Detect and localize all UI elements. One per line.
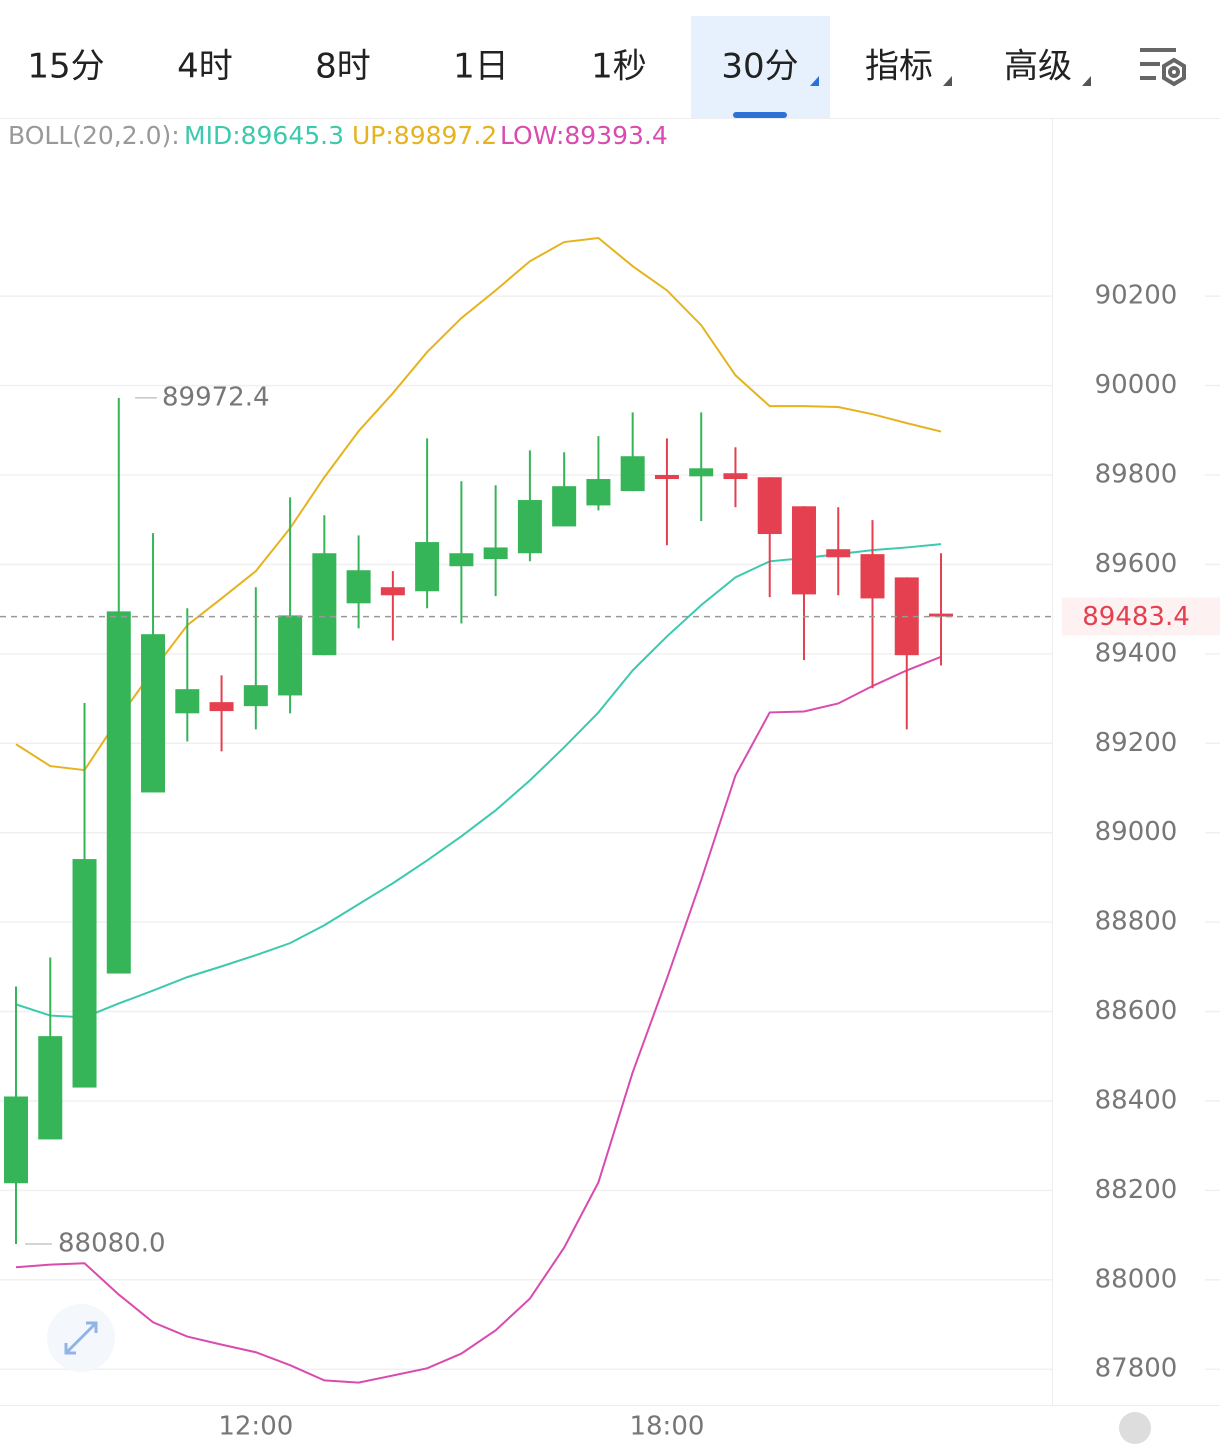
candle-body	[4, 1096, 28, 1184]
tab[interactable]: 高级	[1004, 47, 1072, 87]
tab[interactable]: 30分	[721, 47, 798, 87]
indicator-label: BOLL(20,2.0):	[8, 121, 180, 150]
legend-entry: UP:89897.2	[352, 121, 497, 150]
indicator-line	[15, 655, 942, 1384]
candle-body	[175, 689, 200, 714]
y-tick-label: 89000	[1095, 817, 1178, 847]
y-tick-label: 90000	[1095, 370, 1178, 400]
candle-body	[826, 549, 851, 558]
x-tick-label: 18:00	[629, 1412, 704, 1442]
last-price-label: 89483.4	[1082, 602, 1190, 632]
candle-body	[929, 613, 954, 617]
candle-body	[654, 475, 679, 480]
indicator-line	[15, 236, 942, 772]
dropdown-arrow	[943, 76, 952, 86]
candle-body	[757, 477, 782, 535]
y-tick-label: 89200	[1095, 728, 1178, 758]
dropdown-arrow	[810, 76, 819, 86]
candle-body	[415, 542, 440, 592]
candle-body	[552, 486, 577, 527]
tab[interactable]: 8时	[315, 47, 371, 87]
candle-body	[278, 615, 303, 696]
tab[interactable]: 15分	[27, 47, 104, 87]
candle-body	[380, 587, 405, 596]
candle-body	[243, 685, 268, 707]
candle-body	[517, 500, 542, 554]
indicator-line	[15, 543, 942, 1019]
legend-entry: LOW:89393.4	[500, 121, 668, 150]
max-label: 89972.4	[162, 382, 270, 412]
candle-body	[586, 479, 611, 506]
y-tick-label: 88000	[1095, 1264, 1178, 1294]
y-tick-label: 88200	[1095, 1175, 1178, 1205]
candle-body	[38, 1036, 63, 1140]
legend-entry: MID:89645.3	[184, 121, 344, 150]
y-tick-label: 89400	[1095, 638, 1178, 668]
candle-body	[141, 634, 166, 793]
last-price-box	[1062, 597, 1220, 636]
tab[interactable]: 4时	[177, 47, 233, 87]
candle-body	[689, 468, 714, 477]
expand-icon	[64, 1321, 98, 1355]
candle-body	[483, 547, 508, 560]
y-tick-label: 89600	[1095, 549, 1178, 579]
candle-body	[72, 859, 97, 1088]
candle-body	[860, 554, 885, 599]
tab[interactable]: 1日	[453, 47, 509, 87]
candle-body	[620, 456, 645, 492]
x-tick-label: 12:00	[218, 1412, 293, 1442]
tab[interactable]: 1秒	[591, 47, 647, 87]
min-label: 88080.0	[58, 1229, 166, 1259]
logo-icon	[1119, 1412, 1151, 1444]
y-tick-label: 87800	[1095, 1354, 1178, 1384]
candle-body	[449, 553, 474, 567]
y-tick-label: 89800	[1095, 460, 1178, 490]
plot: 87800 88000 88200 88400 88600 88800 89000 89200…	[0, 121, 1220, 1442]
settings-icon[interactable]	[1140, 48, 1186, 87]
candle-body	[106, 611, 131, 974]
candle-body	[209, 702, 234, 712]
y-tick-label: 90200	[1095, 281, 1178, 311]
candle-body	[312, 553, 337, 656]
dropdown-arrow	[1082, 76, 1091, 86]
candle-body	[723, 473, 748, 480]
y-tick-label: 88800	[1095, 907, 1178, 937]
tab-bar: 15分 4时 8时 1日 1秒 30分 指标 高级	[27, 47, 1072, 87]
selected-tab-underline	[733, 112, 787, 118]
selected-tab-bg	[691, 16, 830, 118]
tab[interactable]: 指标	[865, 47, 933, 87]
candle-body	[791, 506, 816, 595]
y-tick-label: 88400	[1095, 1085, 1178, 1115]
y-tick-label: 88600	[1095, 996, 1178, 1026]
candle-body	[346, 570, 371, 604]
